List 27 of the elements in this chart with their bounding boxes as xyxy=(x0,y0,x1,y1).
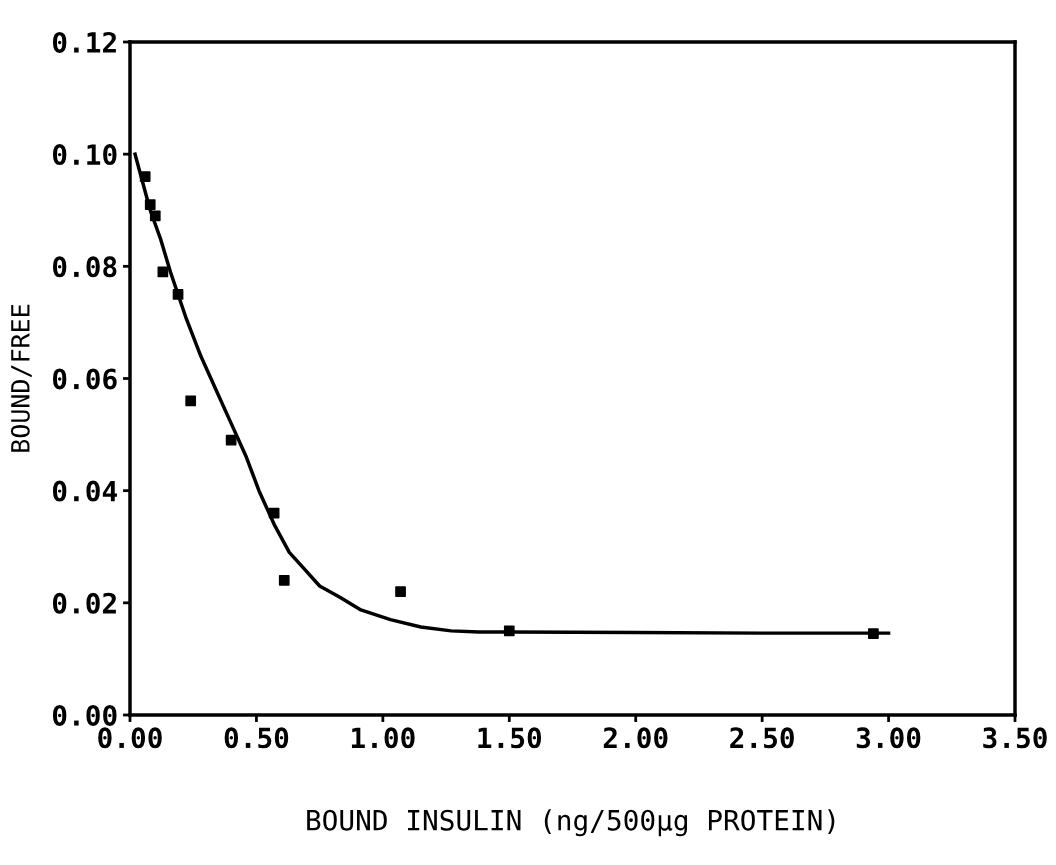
point xyxy=(185,395,197,407)
x-tick-label: 3.00 xyxy=(856,727,921,749)
point xyxy=(149,210,161,222)
point xyxy=(278,575,290,586)
point xyxy=(144,199,156,210)
x-tick-label: 0.00 xyxy=(98,727,162,749)
y-axis-title: BOUND/FREE xyxy=(10,304,32,452)
x-tick-label: 2.00 xyxy=(603,727,668,749)
point xyxy=(139,171,151,182)
point xyxy=(172,289,184,300)
y-tick-label: 0.12 xyxy=(52,31,116,53)
y-tick-label: 0.08 xyxy=(52,256,117,278)
point xyxy=(868,628,879,640)
x-tick-label: 1.50 xyxy=(478,727,542,749)
point xyxy=(503,625,515,637)
y-tick-label: 0.02 xyxy=(52,592,116,614)
y-tick-label: 0.10 xyxy=(52,144,117,166)
x-tick-label: 2.50 xyxy=(730,727,794,749)
point xyxy=(395,586,406,597)
y-tick-label: 0.06 xyxy=(52,368,117,390)
y-tick-label: 0.00 xyxy=(52,704,117,726)
x-tick-label: 0.50 xyxy=(224,727,289,749)
x-tick-label: 3.50 xyxy=(983,727,1047,749)
y-tick-label: 0.04 xyxy=(52,480,117,502)
x-tick-label: 1.00 xyxy=(351,727,415,749)
x-axis-title: BOUND INSULIN (ng/500µg PROTEIN) xyxy=(307,809,835,837)
point xyxy=(225,434,237,446)
